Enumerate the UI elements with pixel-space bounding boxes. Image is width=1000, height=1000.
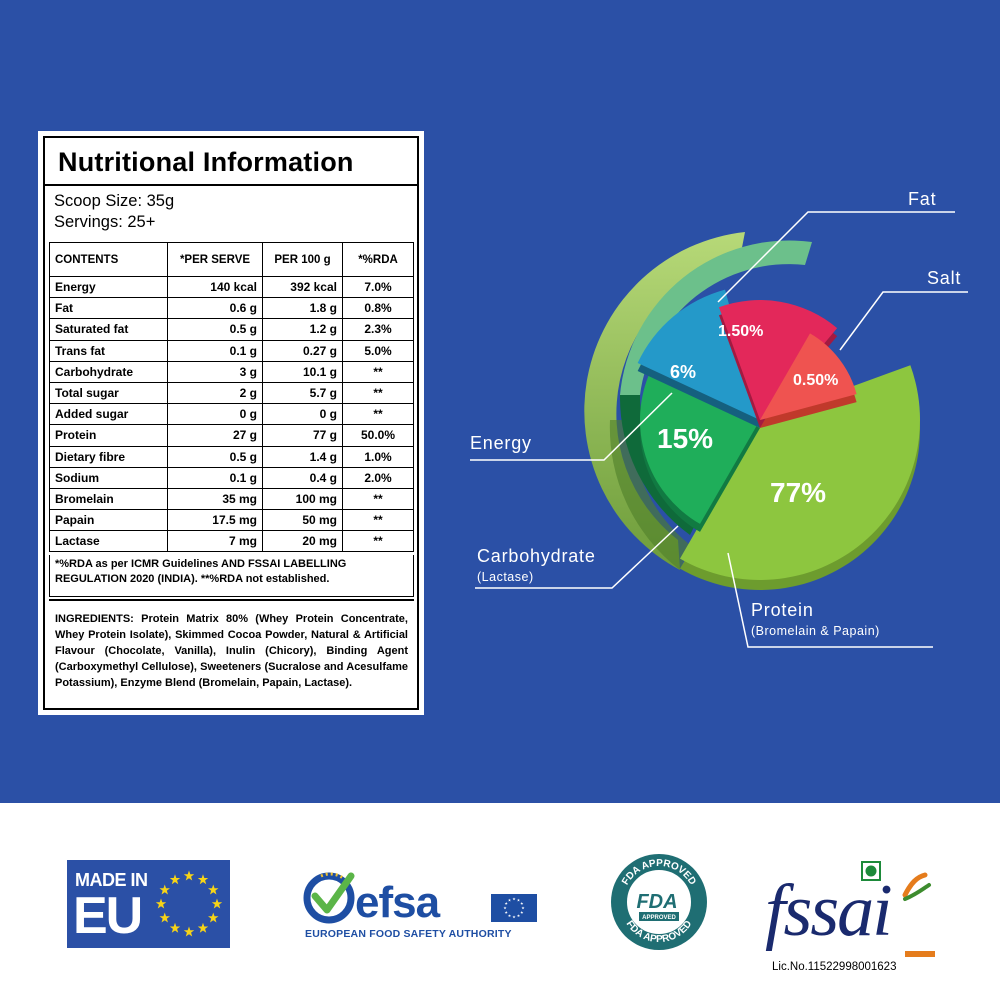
per-serve-cell: 0.5 g <box>167 445 263 468</box>
fda-approved-badge: FDA APPROVED FDA APPROVED FDA APPROVED <box>611 854 707 950</box>
fda-approved-text: APPROVED <box>642 915 676 921</box>
leader-line-fat <box>717 211 955 303</box>
row-label: Energy <box>49 275 168 299</box>
rda-cell: 7.0% <box>342 275 414 299</box>
per-100g-cell: 1.2 g <box>262 318 343 341</box>
table-row: Carbohydrate 3 g 10.1 g ** <box>49 360 414 383</box>
per-100g-cell: 0 g <box>262 403 343 426</box>
label-carbohydrate-sub: (Lactase) <box>477 570 534 584</box>
label-protein: Protein <box>751 600 814 620</box>
table-row: Saturated fat 0.5 g 1.2 g 2.3% <box>49 318 414 341</box>
eu-flag-icon <box>491 894 537 922</box>
label-carbohydrate: Carbohydrate <box>477 546 596 566</box>
veg-mark-icon <box>861 861 881 881</box>
efsa-wordmark: efsa <box>355 878 440 927</box>
column-header-per-serve: *PER SERVE <box>167 242 263 277</box>
fda-center-text: FDA <box>636 891 677 913</box>
row-label: Added sugar <box>49 403 168 426</box>
label-energy: Energy <box>470 433 532 453</box>
pie-slices <box>637 289 921 591</box>
eu-logo-line1: MADE IN <box>75 870 148 890</box>
per-serve-cell: 0.1 g <box>167 466 263 489</box>
column-header-rda: *%RDA <box>342 242 414 277</box>
rda-footnote: *%RDA as per ICMR Guidelines AND FSSAI L… <box>49 555 414 597</box>
pct-carbohydrate: 15% <box>657 423 714 454</box>
nutrition-title: Nutritional Information <box>45 138 417 186</box>
leader-line-energy <box>470 392 673 461</box>
row-label: Carbohydrate <box>49 360 168 383</box>
eu-stars-icon <box>155 870 223 937</box>
per-serve-cell: 7 mg <box>167 530 263 553</box>
pct-fat: 1.50% <box>718 323 764 340</box>
eu-logo-line2: EU <box>73 887 143 945</box>
per-serve-cell: 35 mg <box>167 487 263 511</box>
slice-fat <box>718 300 838 420</box>
pct-protein: 77% <box>770 477 827 508</box>
table-row: Dietary fibre 0.5 g 1.4 g 1.0% <box>49 445 414 468</box>
table-header-row: CONTENTS *PER SERVE PER 100 g *%RDA <box>49 242 414 277</box>
leader-line-salt <box>839 291 968 351</box>
nutrition-panel-frame: Nutritional Information Scoop Size: 35g … <box>43 136 419 710</box>
per-100g-cell: 100 mg <box>262 487 343 511</box>
efsa-check-icon <box>303 872 355 924</box>
row-label: Dietary fibre <box>49 445 168 468</box>
mid-ring <box>620 240 812 395</box>
per-100g-cell: 1.8 g <box>262 297 343 320</box>
nutrition-table: CONTENTS *PER SERVE PER 100 g *%RDA Ener… <box>49 242 414 553</box>
ingredients-text: INGREDIENTS: Protein Matrix 80% (Whey Pr… <box>49 599 414 695</box>
scoop-size: Scoop Size: 35g <box>54 192 175 210</box>
pct-energy: 6% <box>670 362 697 382</box>
efsa-logo: efsa EUROPEAN FOOD SAFETY AUTHORITY <box>303 860 543 950</box>
efsa-subtitle: EUROPEAN FOOD SAFETY AUTHORITY <box>305 928 512 940</box>
fssai-swoosh-icon <box>902 872 935 957</box>
column-header-per-100g: PER 100 g <box>262 242 343 277</box>
slice-salt <box>760 333 857 420</box>
per-100g-cell: 1.4 g <box>262 445 343 468</box>
fssai-logo: fssai Lic.No.11522998001623 <box>765 857 935 987</box>
rda-cell: ** <box>342 530 414 553</box>
made-in-eu-logo: MADE IN EU <box>67 860 230 948</box>
per-100g-cell: 20 mg <box>262 530 343 553</box>
table-row: Sodium 0.1 g 0.4 g 2.0% <box>49 466 414 489</box>
composition-pie-chart <box>470 211 968 648</box>
outer-ring-shadow <box>609 420 690 570</box>
rda-cell: 50.0% <box>342 424 414 447</box>
pct-salt: 0.50% <box>793 372 839 389</box>
row-label: Lactase <box>49 530 168 553</box>
label-fat: Fat <box>908 189 937 209</box>
per-serve-cell: 140 kcal <box>167 275 263 299</box>
label-salt: Salt <box>927 268 962 288</box>
servings: Servings: 25+ <box>54 213 156 231</box>
slice-protein <box>680 365 921 581</box>
per-100g-cell: 392 kcal <box>262 275 343 299</box>
rda-cell: 1.0% <box>342 445 414 468</box>
table-row: Trans fat 0.1 g 0.27 g 5.0% <box>49 339 414 362</box>
leader-line-carbohydrate <box>475 525 679 589</box>
leader-line-protein <box>727 552 933 648</box>
table-row: Energy 140 kcal 392 kcal 7.0% <box>49 275 414 299</box>
label-protein-sub: (Bromelain & Papain) <box>751 624 880 638</box>
fssai-license-number: Lic.No.11522998001623 <box>772 961 897 973</box>
nutrition-panel: Nutritional Information Scoop Size: 35g … <box>38 131 424 715</box>
table-row: Lactase 7 mg 20 mg ** <box>49 530 414 553</box>
rda-cell: 2.3% <box>342 318 414 341</box>
fssai-wordmark: fssai <box>765 870 893 952</box>
